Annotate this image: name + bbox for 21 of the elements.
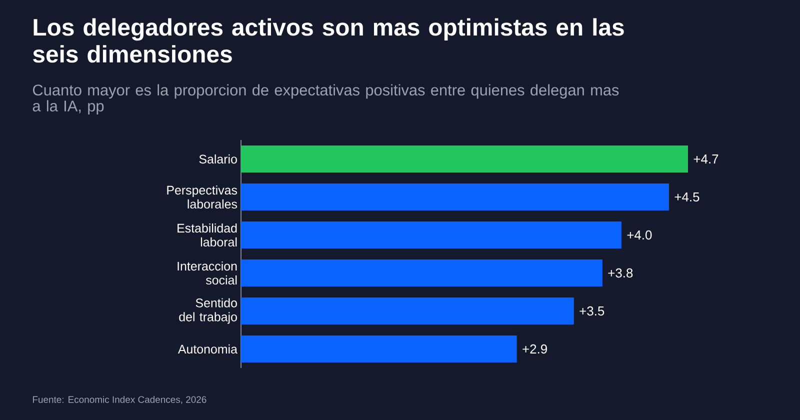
bar — [241, 184, 669, 210]
chart-subtitle: Cuanto mayor es la proporcion de expectativas positivas entre quienes delegan mas a la IA, pp — [32, 84, 619, 115]
y-tick-label: Interaccion social — [178, 261, 237, 285]
data-label: +4.5 — [674, 192, 700, 202]
y-tick-label: Salario — [199, 154, 237, 164]
data-label: +2.9 — [522, 344, 547, 354]
bar — [241, 222, 622, 248]
y-tick-label: Autonomia — [178, 344, 238, 354]
data-label: +4.0 — [627, 230, 652, 240]
bar — [241, 298, 574, 324]
data-label: +4.7 — [694, 154, 718, 164]
bar — [241, 260, 602, 286]
y-tick-label: Perspectivas laborales — [167, 185, 238, 209]
source-note: Fuente: Economic Index Cadences, 2026 — [32, 396, 206, 404]
bar — [241, 146, 688, 172]
bar — [241, 336, 517, 363]
data-label: +3.5 — [580, 306, 604, 316]
chart-title: Los delegadores activos son mas optimistas en las seis dimensiones — [33, 18, 624, 63]
data-label: +3.8 — [608, 268, 633, 278]
y-tick-label: Estabilidad laboral — [178, 223, 237, 247]
y-tick-label: Sentido del trabajo — [179, 298, 237, 324]
